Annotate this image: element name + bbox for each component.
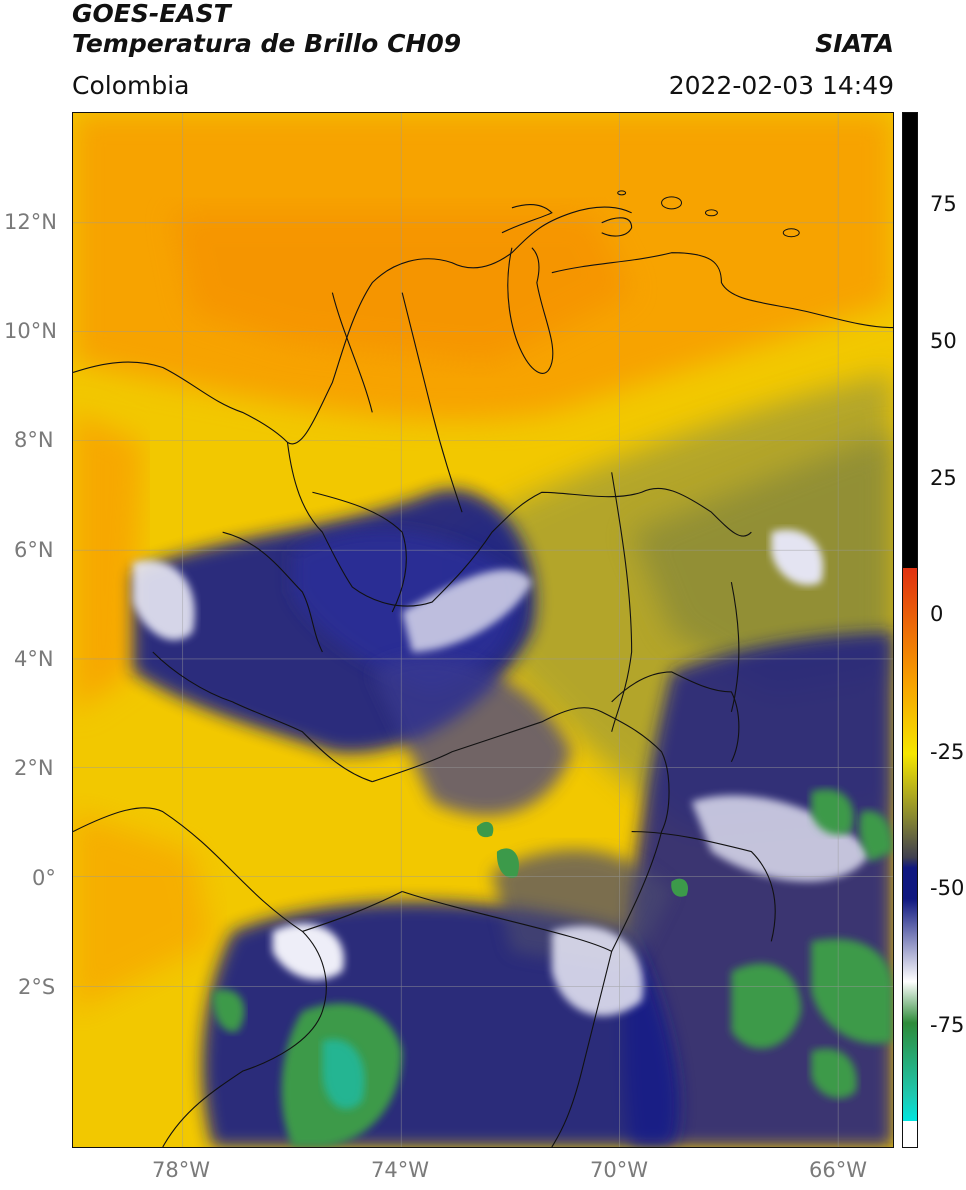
lat-tick-label: 6°N bbox=[14, 538, 54, 562]
org-label: SIATA bbox=[815, 29, 894, 58]
colorbar-tick-label: 25 bbox=[930, 466, 957, 490]
colorbar-tick-label: 75 bbox=[930, 192, 957, 216]
satellite-title: GOES-EAST bbox=[72, 0, 231, 28]
colorbar-tick-label: -50 bbox=[930, 876, 965, 900]
satellite-map[interactable] bbox=[72, 112, 894, 1148]
colorbar-tick-label: -25 bbox=[930, 740, 965, 764]
lat-tick-label: 8°N bbox=[14, 428, 54, 452]
timestamp-label: 2022-02-03 14:49 bbox=[668, 71, 894, 100]
region-label: Colombia bbox=[72, 71, 190, 100]
lon-tick-label: 78°W bbox=[152, 1158, 210, 1182]
product-title: Temperatura de Brillo CH09 bbox=[72, 29, 462, 58]
lat-tick-label: 0° bbox=[32, 866, 56, 890]
lat-tick-label: 10°N bbox=[4, 319, 57, 343]
lon-tick-label: 74°W bbox=[371, 1158, 429, 1182]
lat-tick-label: 2°N bbox=[14, 756, 54, 780]
lat-tick-label: 4°N bbox=[14, 647, 54, 671]
lon-tick-label: 66°W bbox=[809, 1158, 867, 1182]
graticule bbox=[73, 113, 893, 1147]
lat-tick-label: 2°S bbox=[18, 975, 56, 999]
brightness-temperature-field bbox=[73, 113, 893, 1147]
coastlines-borders bbox=[73, 204, 893, 1147]
temperature-colorbar bbox=[902, 112, 918, 1148]
colorbar-tick-label: -75 bbox=[930, 1013, 965, 1037]
lat-tick-label: 12°N bbox=[4, 210, 57, 234]
islands bbox=[617, 190, 800, 238]
colorbar-tick-label: 0 bbox=[930, 602, 944, 626]
lon-tick-label: 70°W bbox=[590, 1158, 648, 1182]
colorbar-tick-label: 50 bbox=[930, 329, 957, 353]
